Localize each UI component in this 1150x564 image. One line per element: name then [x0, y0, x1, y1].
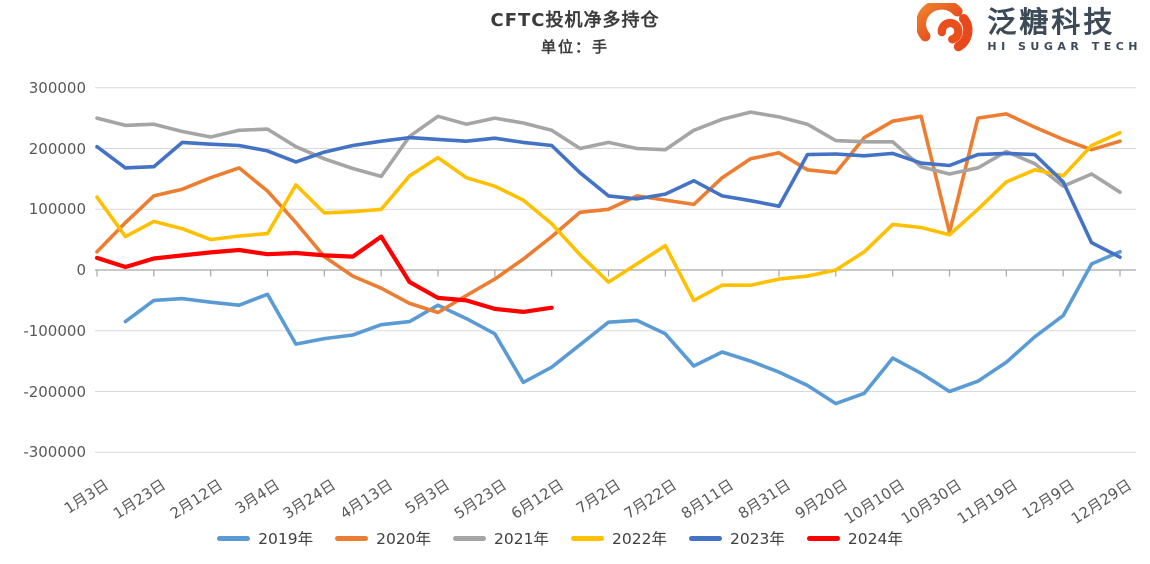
brand-name-en: HI SUGAR TECH — [987, 40, 1142, 53]
legend-label: 2023年 — [729, 530, 785, 548]
brand-name: 泛糖科技 — [987, 5, 1116, 39]
legend-label: 2021年 — [494, 530, 549, 548]
series-line-2021年 — [95, 110, 1122, 194]
chart-title: CFTC投机净多持仓 — [490, 10, 660, 31]
y-tick-label: 0 — [76, 261, 86, 279]
series-line-2019年 — [123, 250, 1122, 406]
legend-item-2021年: 2021年 — [453, 527, 549, 549]
legend-swatch — [806, 535, 840, 541]
legend-item-2024年: 2024年 — [806, 527, 903, 549]
brand-logo-text: 泛糖科技 HI SUGAR TECH — [987, 5, 1142, 53]
series-line-2023年 — [95, 135, 1122, 259]
y-tick-label: 200000 — [28, 139, 86, 158]
y-tick-label: -300000 — [23, 443, 86, 462]
series-line-2020年 — [95, 112, 1122, 315]
swirl-logo-icon — [917, 3, 973, 52]
chart-subtitle: 单位：手 — [540, 38, 609, 56]
y-tick-label: 300000 — [28, 78, 86, 97]
legend-item-2023年: 2023年 — [688, 527, 785, 549]
series-line-2022年 — [95, 130, 1122, 303]
legend-label: 2022年 — [612, 530, 667, 548]
legend-item-2020年: 2020年 — [335, 527, 431, 549]
series-line-2024年 — [94, 234, 554, 314]
legend-label: 2019年 — [258, 530, 314, 548]
y-tick-label: -200000 — [23, 382, 86, 401]
legend-label: 2024年 — [847, 530, 903, 548]
legend-item-2019年: 2019年 — [217, 527, 313, 549]
legend-swatch — [335, 535, 369, 541]
legend-item-2022年: 2022年 — [571, 527, 667, 549]
legend-label: 2020年 — [376, 530, 432, 548]
brand-logo: 泛糖科技 HI SUGAR TECH — [917, 3, 1142, 57]
y-tick-label: 100000 — [28, 200, 86, 219]
legend-swatch — [571, 535, 604, 541]
legend-swatch — [688, 535, 722, 541]
legend-swatch — [217, 535, 251, 541]
legend-swatch — [453, 535, 487, 541]
y-tick-label: -100000 — [23, 321, 86, 340]
chart-legend: 2019年 2020年 2021年 2022年 2023年 2024年 — [0, 527, 1120, 549]
